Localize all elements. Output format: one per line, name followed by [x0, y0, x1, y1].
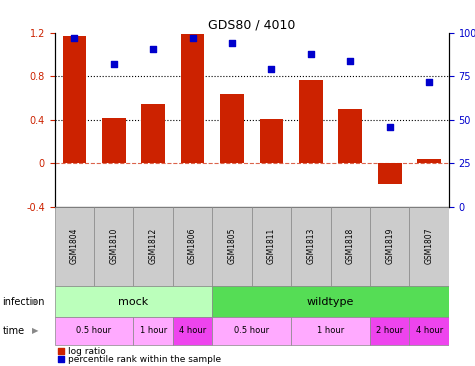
Bar: [212, 317, 291, 344]
Bar: [94, 207, 133, 285]
Text: GSM1813: GSM1813: [306, 228, 315, 264]
Point: [110, 61, 117, 67]
Point: [57, 348, 64, 354]
Text: 2 hour: 2 hour: [376, 326, 403, 336]
Text: 1 hour: 1 hour: [317, 326, 344, 336]
Text: GSM1806: GSM1806: [188, 228, 197, 265]
Bar: [331, 207, 370, 285]
Bar: [291, 317, 370, 344]
Point: [426, 79, 433, 85]
Text: ▶: ▶: [32, 326, 39, 336]
Bar: [63, 36, 86, 163]
Bar: [212, 285, 449, 317]
Bar: [102, 118, 125, 163]
Bar: [181, 34, 204, 163]
Text: 4 hour: 4 hour: [416, 326, 443, 336]
Bar: [418, 159, 441, 163]
Bar: [252, 207, 291, 285]
Bar: [55, 285, 212, 317]
Text: GSM1805: GSM1805: [228, 228, 237, 265]
Bar: [173, 207, 212, 285]
Text: GSM1818: GSM1818: [346, 228, 355, 264]
Bar: [55, 317, 133, 344]
Text: percentile rank within the sample: percentile rank within the sample: [68, 355, 221, 364]
Bar: [260, 119, 283, 163]
Title: GDS80 / 4010: GDS80 / 4010: [208, 19, 295, 32]
Bar: [212, 207, 252, 285]
Point: [70, 35, 78, 41]
Text: GSM1804: GSM1804: [70, 228, 79, 265]
Bar: [55, 207, 94, 285]
Text: time: time: [2, 326, 25, 336]
Point: [228, 41, 236, 46]
Bar: [378, 163, 401, 184]
Text: GSM1819: GSM1819: [385, 228, 394, 264]
Text: wildtype: wildtype: [307, 296, 354, 306]
Point: [57, 356, 64, 362]
Text: ▶: ▶: [32, 297, 39, 306]
Text: 0.5 hour: 0.5 hour: [234, 326, 269, 336]
Point: [149, 46, 157, 52]
Text: GSM1811: GSM1811: [267, 228, 276, 264]
Text: 1 hour: 1 hour: [140, 326, 167, 336]
Point: [346, 58, 354, 64]
Bar: [370, 207, 409, 285]
Text: log ratio: log ratio: [68, 347, 106, 356]
Text: GSM1812: GSM1812: [149, 228, 158, 264]
Bar: [370, 317, 409, 344]
Point: [268, 67, 276, 72]
Text: 4 hour: 4 hour: [179, 326, 206, 336]
Bar: [409, 317, 449, 344]
Bar: [220, 94, 244, 163]
Point: [189, 35, 197, 41]
Bar: [133, 317, 173, 344]
Text: infection: infection: [2, 296, 45, 306]
Bar: [133, 207, 173, 285]
Text: GSM1810: GSM1810: [109, 228, 118, 264]
Bar: [173, 317, 212, 344]
Text: mock: mock: [118, 296, 149, 306]
Text: GSM1807: GSM1807: [425, 228, 434, 265]
Bar: [291, 207, 331, 285]
Bar: [142, 104, 165, 163]
Point: [307, 51, 314, 57]
Point: [386, 124, 393, 130]
Text: 0.5 hour: 0.5 hour: [76, 326, 112, 336]
Bar: [339, 109, 362, 163]
Bar: [299, 80, 323, 163]
Bar: [409, 207, 449, 285]
